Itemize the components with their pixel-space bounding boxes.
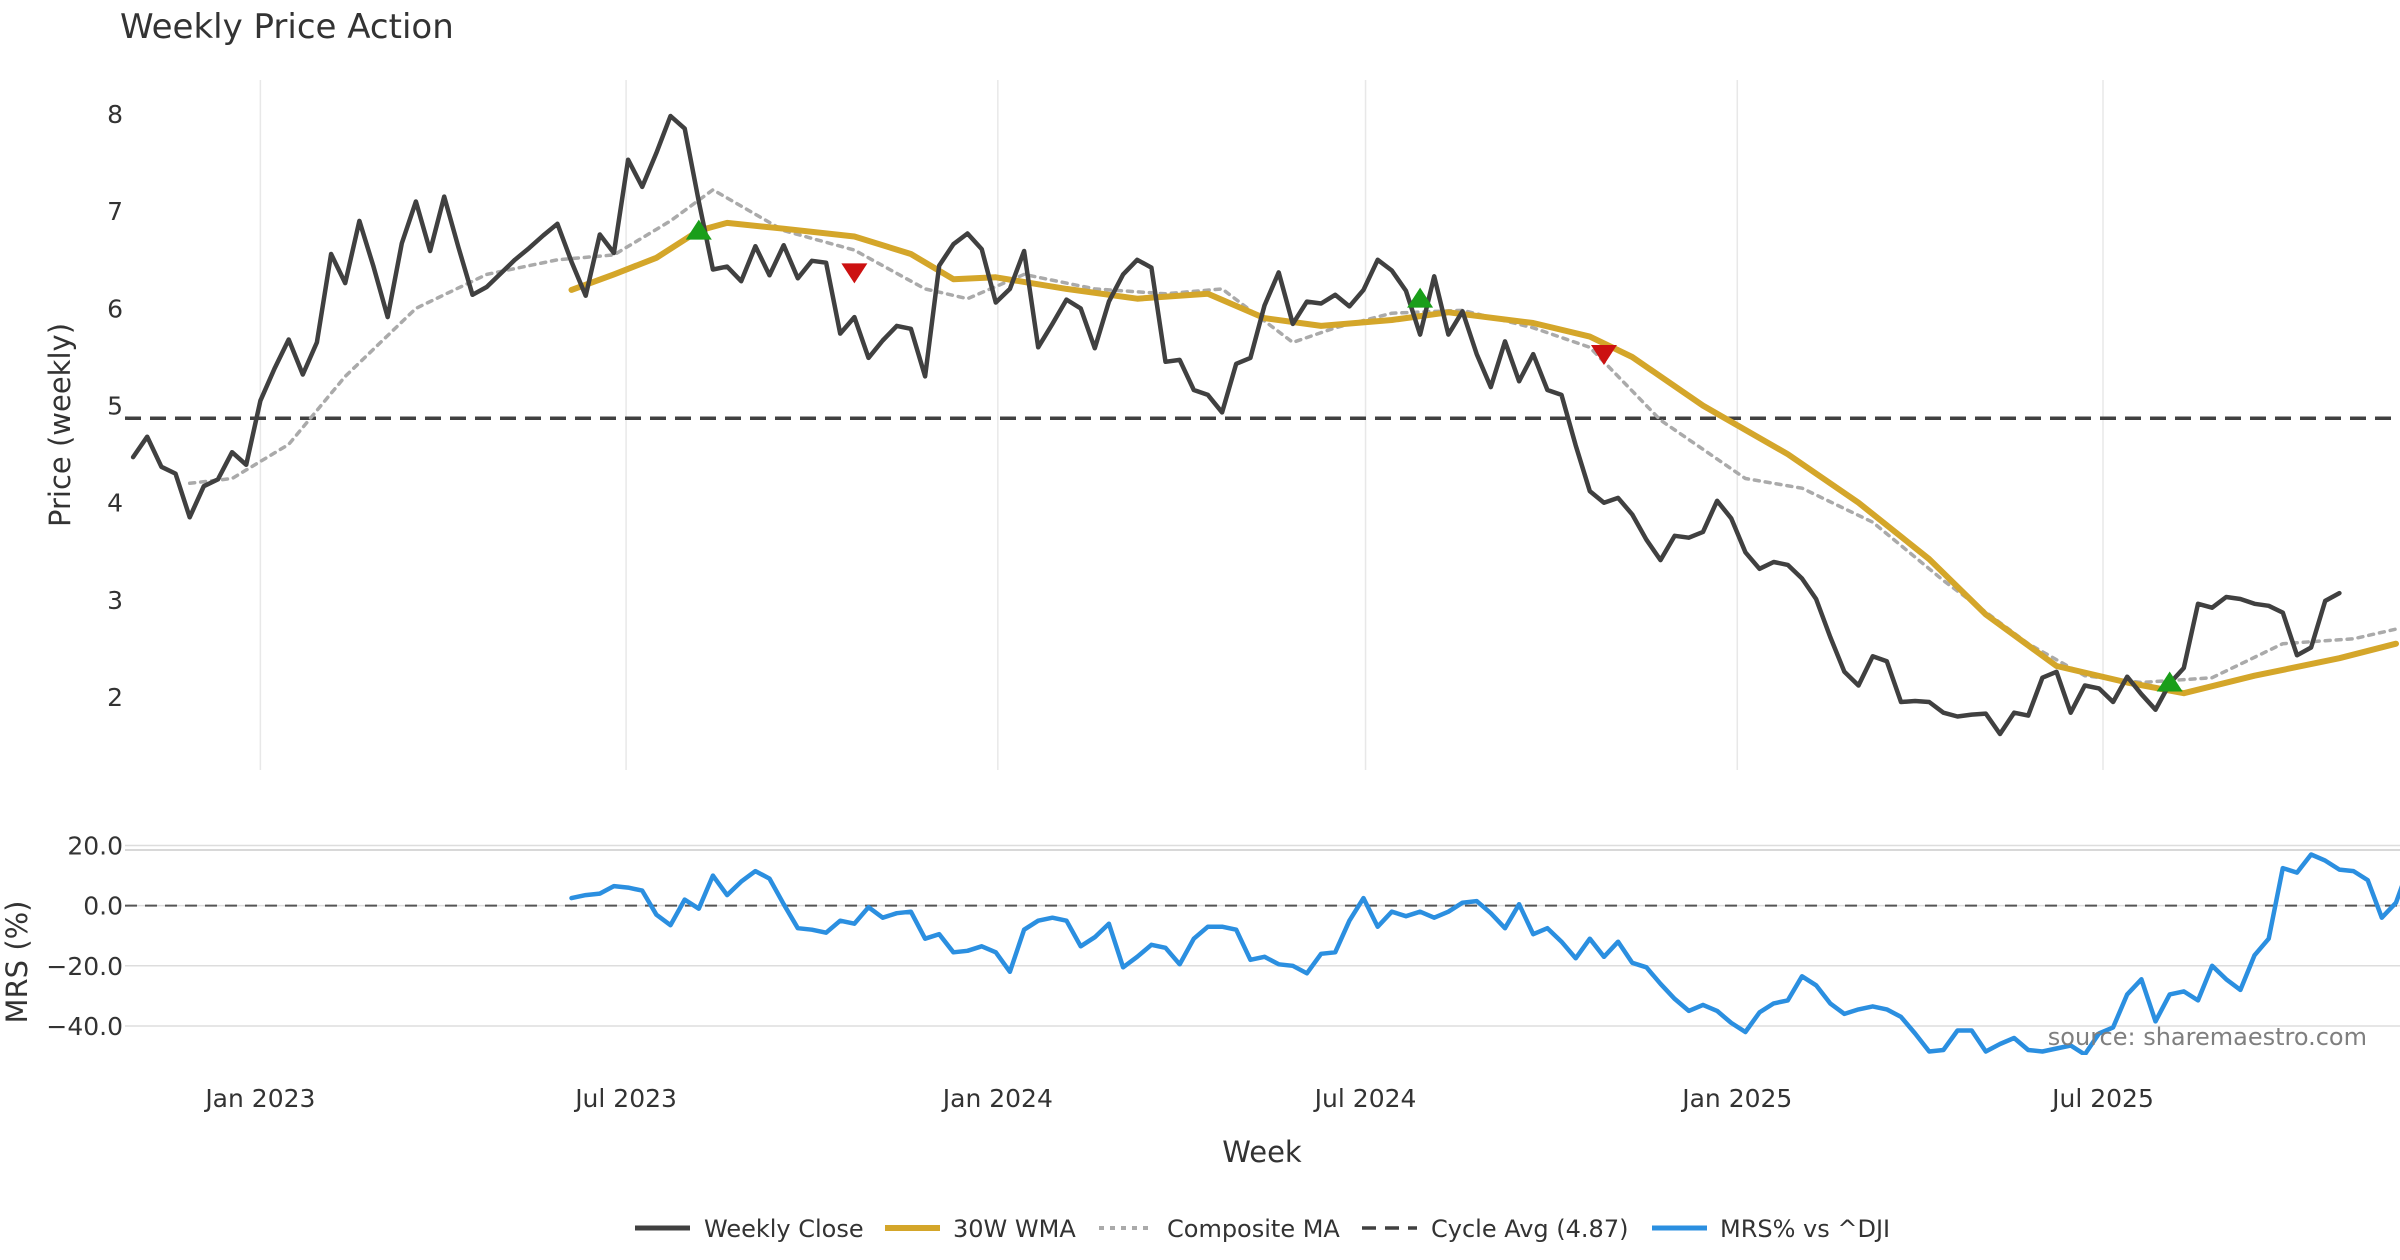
legend-label: MRS% vs ^DJI	[1720, 1215, 1890, 1243]
composite-ma-line	[187, 188, 2398, 685]
chart-title: Weekly Price Action	[120, 7, 454, 47]
buy-signal-marker	[1407, 287, 1434, 308]
x-tick-label: Jan 2023	[203, 1084, 315, 1113]
mrs-line	[569, 852, 2400, 1055]
mrs-ytick-label: 0.0	[83, 892, 123, 921]
x-tick-label: Jul 2025	[2050, 1084, 2154, 1113]
mrs-ytick-label: 20.0	[67, 832, 123, 861]
legend-label: Composite MA	[1167, 1215, 1340, 1243]
weekly-close-line	[130, 113, 2342, 737]
source-note: source: sharemaestro.com	[2048, 1023, 2367, 1051]
wma-30w-line	[568, 219, 2399, 697]
price-y-axis-label: Price (weekly)	[43, 323, 77, 527]
x-tick-label: Jan 2024	[941, 1084, 1053, 1113]
sell-signal-marker	[841, 263, 868, 284]
x-tick-label: Jul 2023	[573, 1084, 677, 1113]
price-ytick-label: 4	[107, 489, 123, 518]
price-ytick-label: 8	[107, 100, 123, 129]
x-axis-label: Week	[1222, 1135, 1302, 1169]
mrs-ytick-label: −20.0	[46, 952, 123, 981]
price-ytick-label: 5	[107, 392, 123, 421]
price-ytick-label: 6	[107, 294, 123, 323]
buy-signal-marker	[2156, 671, 2183, 692]
x-tick-label: Jul 2024	[1313, 1084, 1417, 1113]
price-ytick-label: 3	[107, 586, 123, 615]
sell-signal-marker	[1590, 345, 1617, 366]
price-ytick-label: 2	[107, 683, 123, 712]
x-tick-label: Jan 2025	[1680, 1084, 1792, 1113]
legend-label: Cycle Avg (4.87)	[1431, 1215, 1628, 1243]
legend-label: Weekly Close	[704, 1215, 864, 1243]
mrs-ytick-label: −40.0	[46, 1012, 123, 1041]
buy-signal-marker	[685, 219, 712, 240]
mrs-y-axis-label: MRS (%)	[0, 901, 34, 1024]
legend-label: 30W WMA	[953, 1215, 1076, 1243]
price-ytick-label: 7	[107, 197, 123, 226]
